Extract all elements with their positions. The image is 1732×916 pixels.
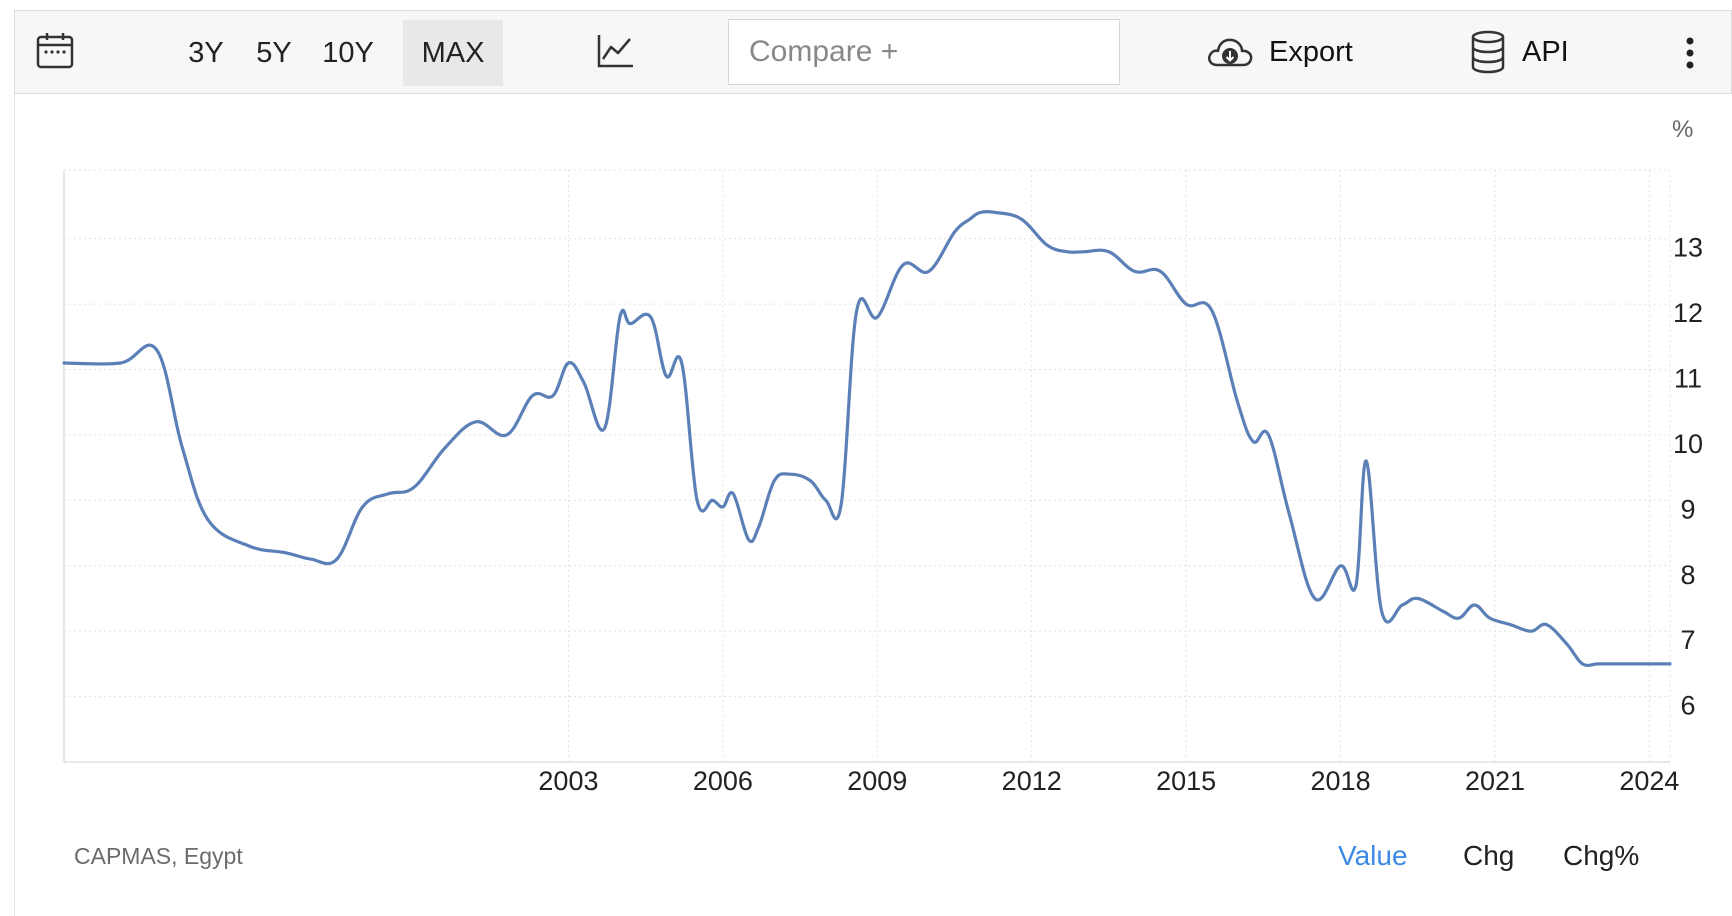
export-label: Export xyxy=(1269,35,1353,68)
range-10y-label: 10Y xyxy=(322,36,374,69)
mode-value-button[interactable]: Value xyxy=(1338,840,1408,871)
x-tick-label: 2003 xyxy=(538,766,598,796)
export-button[interactable]: Export xyxy=(1205,27,1365,77)
range-3y-button[interactable]: 3Y xyxy=(180,20,232,86)
x-tick-label: 2024 xyxy=(1619,766,1679,796)
y-tick-label: 13 xyxy=(1673,233,1703,263)
x-tick-label: 2021 xyxy=(1465,766,1525,796)
api-button[interactable]: API xyxy=(1470,27,1590,77)
range-max-label: MAX xyxy=(421,36,485,69)
y-tick-label: 8 xyxy=(1680,560,1695,590)
x-tick-label: 2018 xyxy=(1311,766,1371,796)
mode-chg-pct-button[interactable]: Chg% xyxy=(1563,840,1640,871)
y-tick-label: 12 xyxy=(1673,298,1703,328)
api-label: API xyxy=(1522,35,1569,68)
x-tick-label: 2012 xyxy=(1002,766,1062,796)
range-10y-button[interactable]: 10Y xyxy=(315,20,381,86)
unit-label: % xyxy=(1672,116,1694,143)
tick-labels: 6 7 8 9 10 11 12 13 2003 2006 2009 2012 2015 2018 2021… xyxy=(538,233,1703,796)
line-chart-icon[interactable] xyxy=(593,29,637,73)
range-3y-label: 3Y xyxy=(188,36,224,69)
calendar-icon[interactable] xyxy=(33,29,77,73)
x-tick-label: 2006 xyxy=(693,766,753,796)
range-max-button[interactable]: MAX xyxy=(403,20,503,86)
mode-chg-button[interactable]: Chg xyxy=(1463,840,1515,871)
y-tick-label: 11 xyxy=(1674,364,1702,394)
source-label: CAPMAS, Egypt xyxy=(74,843,243,869)
y-tick-label: 7 xyxy=(1680,625,1695,655)
gridlines xyxy=(63,169,1671,763)
series-line xyxy=(62,210,1672,668)
y-tick-label: 6 xyxy=(1680,691,1695,721)
x-tick-label: 2015 xyxy=(1156,766,1216,796)
cloud-download-icon xyxy=(1205,32,1255,72)
chart-toolbar: 3Y 5Y 10Y MAX Export xyxy=(14,10,1732,94)
y-tick-label: 9 xyxy=(1680,494,1695,524)
compare-input[interactable] xyxy=(728,19,1120,85)
vertical-dots-icon[interactable] xyxy=(1675,31,1705,75)
range-5y-label: 5Y xyxy=(256,36,292,69)
range-5y-button[interactable]: 5Y xyxy=(248,20,300,86)
y-tick-label: 10 xyxy=(1673,429,1703,459)
database-icon xyxy=(1470,30,1506,74)
chart-frame xyxy=(14,10,1732,916)
x-tick-label: 2009 xyxy=(847,766,907,796)
